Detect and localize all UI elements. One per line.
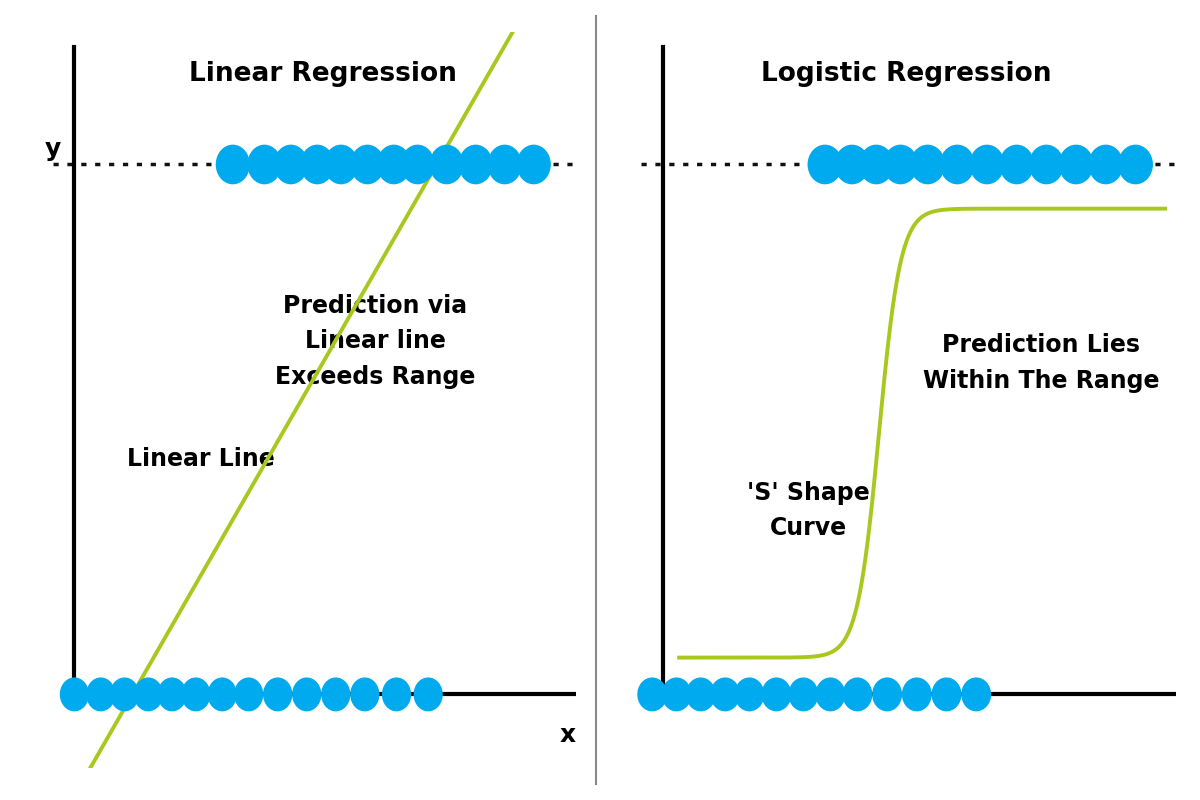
Ellipse shape — [835, 146, 869, 184]
Ellipse shape — [911, 146, 944, 184]
Ellipse shape — [378, 146, 410, 184]
Ellipse shape — [662, 678, 691, 710]
Ellipse shape — [686, 678, 715, 710]
Ellipse shape — [1060, 146, 1093, 184]
Text: Linear Regression: Linear Regression — [188, 62, 456, 87]
Text: 'S' Shape
Curve: 'S' Shape Curve — [748, 481, 870, 540]
Ellipse shape — [401, 146, 434, 184]
Text: x: x — [560, 723, 576, 747]
Ellipse shape — [235, 678, 263, 710]
Text: Linear Line: Linear Line — [127, 447, 275, 471]
Ellipse shape — [1030, 146, 1063, 184]
Ellipse shape — [301, 146, 334, 184]
Ellipse shape — [134, 678, 162, 710]
Ellipse shape — [736, 678, 763, 710]
Ellipse shape — [60, 678, 89, 710]
Ellipse shape — [322, 678, 349, 710]
Ellipse shape — [110, 678, 138, 710]
Ellipse shape — [460, 146, 492, 184]
Ellipse shape — [816, 678, 845, 710]
Ellipse shape — [414, 678, 442, 710]
Ellipse shape — [182, 678, 210, 710]
Ellipse shape — [293, 678, 320, 710]
Ellipse shape — [517, 146, 550, 184]
Ellipse shape — [932, 678, 961, 710]
Ellipse shape — [325, 146, 358, 184]
Ellipse shape — [710, 678, 739, 710]
Ellipse shape — [962, 678, 990, 710]
Text: y: y — [46, 137, 61, 161]
Ellipse shape — [431, 146, 463, 184]
Ellipse shape — [352, 146, 384, 184]
Ellipse shape — [216, 146, 250, 184]
Ellipse shape — [248, 146, 281, 184]
Ellipse shape — [790, 678, 817, 710]
Ellipse shape — [809, 146, 841, 184]
Ellipse shape — [638, 678, 666, 710]
Ellipse shape — [275, 146, 307, 184]
Ellipse shape — [350, 678, 379, 710]
Text: Prediction via
Linear line
Exceeds Range: Prediction via Linear line Exceeds Range — [275, 294, 475, 389]
Text: Prediction Lies
Within The Range: Prediction Lies Within The Range — [923, 334, 1159, 393]
Ellipse shape — [762, 678, 791, 710]
Ellipse shape — [1118, 146, 1152, 184]
Ellipse shape — [872, 678, 901, 710]
Ellipse shape — [86, 678, 115, 710]
Ellipse shape — [844, 678, 871, 710]
Ellipse shape — [971, 146, 1003, 184]
Ellipse shape — [902, 678, 931, 710]
Ellipse shape — [488, 146, 521, 184]
Ellipse shape — [1090, 146, 1122, 184]
Text: Logistic Regression: Logistic Regression — [761, 62, 1051, 87]
Ellipse shape — [209, 678, 236, 710]
Ellipse shape — [941, 146, 974, 184]
Ellipse shape — [264, 678, 292, 710]
Ellipse shape — [884, 146, 917, 184]
Ellipse shape — [1000, 146, 1033, 184]
Ellipse shape — [158, 678, 186, 710]
Ellipse shape — [859, 146, 893, 184]
Ellipse shape — [383, 678, 410, 710]
